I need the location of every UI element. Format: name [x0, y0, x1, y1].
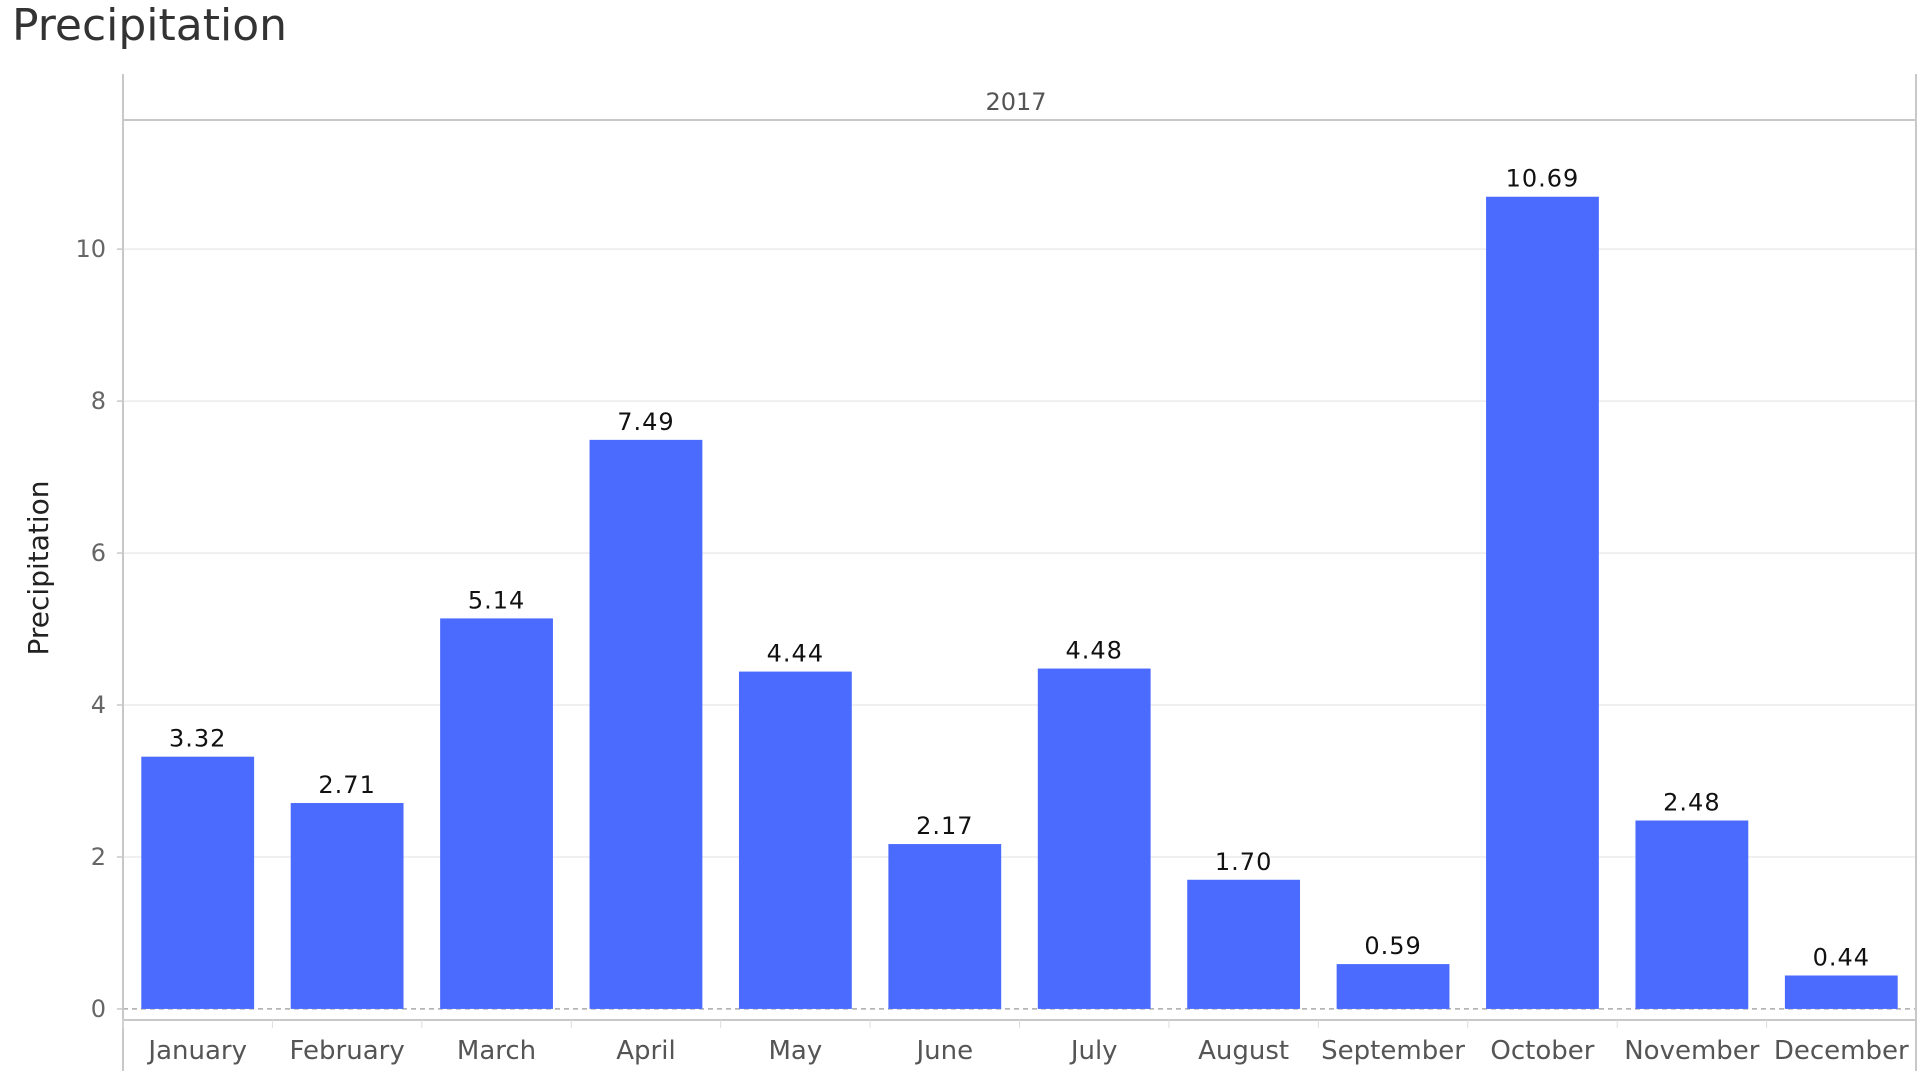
value-label-june: 2.17: [916, 812, 973, 840]
value-label-january: 3.32: [169, 725, 226, 753]
bar-september: [1336, 964, 1450, 1009]
y-tick-label: 0: [91, 995, 106, 1023]
bar-december: [1784, 975, 1898, 1009]
x-tick-label-july: July: [1069, 1036, 1118, 1066]
axes: [117, 74, 1917, 1071]
y-tick-label: 6: [91, 539, 106, 567]
x-tick-label-march: March: [457, 1036, 536, 1066]
bar-may: [738, 671, 852, 1009]
bar-july: [1037, 668, 1151, 1009]
x-tick-label-december: December: [1774, 1036, 1909, 1066]
bar-october: [1486, 196, 1599, 1009]
chart-title: Precipitation: [12, 0, 288, 51]
bar-november: [1635, 820, 1749, 1009]
panel-label: 2017: [985, 88, 1046, 116]
value-label-november: 2.48: [1663, 789, 1720, 817]
bar-august: [1187, 879, 1301, 1009]
bar-february: [290, 803, 404, 1009]
value-label-september: 0.59: [1364, 932, 1421, 960]
bar-june: [888, 844, 1002, 1009]
bar-march: [440, 618, 553, 1009]
x-tick-label-september: September: [1321, 1036, 1465, 1066]
value-label-march: 5.14: [468, 586, 525, 614]
x-tick-label-january: January: [146, 1036, 247, 1066]
x-tick-labels: January February March April May June July Augu…: [146, 1036, 1909, 1066]
value-label-august: 1.70: [1215, 848, 1272, 876]
value-label-december: 0.44: [1813, 943, 1870, 971]
y-tick-label: 4: [91, 691, 106, 719]
y-tick-label: 2: [91, 843, 106, 871]
value-label-july: 4.48: [1065, 637, 1122, 665]
bar-april: [589, 439, 703, 1009]
x-tick-label-november: November: [1624, 1036, 1760, 1066]
value-label-october: 10.69: [1506, 165, 1580, 193]
x-tick-label-february: February: [290, 1036, 405, 1066]
value-label-april: 7.49: [617, 408, 674, 436]
y-tick-label: 8: [91, 387, 106, 415]
value-labels: 3.32 2.71 5.14 7.49 4.44 2.17 4.48 1.70 0.59 10.6…: [169, 165, 1870, 972]
y-axis-title: Precipitation: [22, 480, 55, 655]
x-tick-label-may: May: [768, 1036, 822, 1066]
bar-january: [141, 756, 255, 1009]
y-tick-labels: 0 2 4 6 8 10: [75, 235, 106, 1023]
y-tick-label: 10: [75, 235, 106, 263]
gridlines: [123, 248, 1916, 1010]
x-tick-label-august: August: [1198, 1036, 1289, 1066]
x-tick-label-october: October: [1490, 1036, 1594, 1066]
value-label-may: 4.44: [767, 640, 824, 668]
x-tick-label-june: June: [914, 1036, 973, 1066]
x-tick-label-april: April: [616, 1036, 675, 1066]
bars: [141, 196, 1898, 1009]
value-label-february: 2.71: [318, 771, 375, 799]
